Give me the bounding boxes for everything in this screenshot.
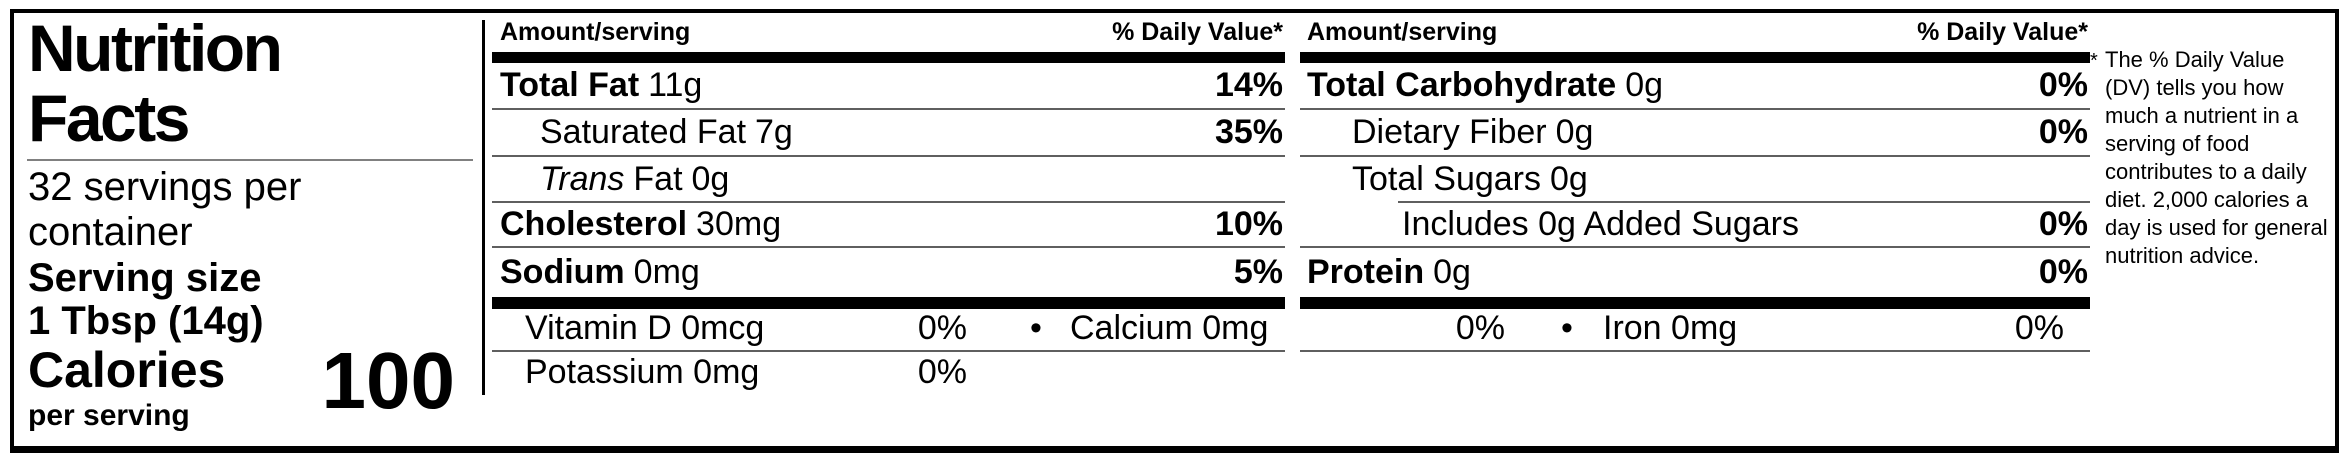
footnote-text: The % Daily Value (DV) tells you how muc…: [2105, 47, 2328, 268]
nutrient-name: Total Sugars 0g: [1352, 159, 1588, 198]
serving-size-label: Serving size: [28, 256, 262, 300]
amount-serving-heading: Amount/serving: [500, 18, 691, 46]
daily-value: 0%: [2038, 113, 2088, 151]
column-1-header: Amount/serving % Daily Value*: [492, 13, 1285, 52]
row-vitamin-d-calcium: Vitamin D 0mcg 0% • Calcium 0mg: [492, 308, 1285, 352]
row-trans-fat: Trans Fat 0g: [492, 157, 1285, 203]
calories-label: Calories: [28, 342, 226, 398]
bullet-separator: •: [1561, 308, 1573, 347]
row-total-fat: Total Fat 11g 14%: [492, 63, 1285, 110]
daily-value: 10%: [1214, 205, 1283, 243]
label-title: Nutrition Facts: [28, 11, 283, 155]
daily-value-heading: % Daily Value*: [1917, 18, 2088, 46]
row-dietary-fiber: Dietary Fiber 0g 0%: [1300, 110, 2090, 157]
micro-daily-value: 0%: [1455, 308, 1505, 347]
row-calcium-iron: 0% • Iron 0mg 0%: [1300, 308, 2090, 352]
nutrient-name: Sodium 0mg: [500, 253, 700, 291]
serving-size: Serving size 1 Tbsp (14g): [28, 257, 264, 343]
servings-line-1: 32 servings per: [28, 165, 302, 209]
micro-daily-value: 0%: [917, 352, 967, 391]
calories-sublabel: per serving: [28, 399, 190, 432]
daily-value: 0%: [2038, 205, 2088, 243]
micronutrient-bar: [492, 297, 1285, 309]
micro-name: Vitamin D 0mcg: [525, 308, 765, 347]
micronutrient-bar: [1300, 297, 2090, 309]
nutrient-name: Dietary Fiber 0g: [1352, 113, 1594, 151]
nutrient-name: Trans Fat 0g: [540, 159, 730, 198]
footnote-asterisk: *: [2090, 50, 2098, 72]
column-2-header: Amount/serving % Daily Value*: [1300, 13, 2090, 52]
row-potassium: Potassium 0mg 0%: [492, 352, 1285, 395]
nutrient-column-1: Amount/serving % Daily Value* Total Fat 1…: [492, 13, 1285, 395]
amount-serving-heading: Amount/serving: [1307, 18, 1498, 46]
row-saturated-fat: Saturated Fat 7g 35%: [492, 110, 1285, 157]
row-added-sugars: Includes 0g Added Sugars 0%: [1300, 203, 2090, 248]
micro-name: Potassium 0mg: [525, 352, 760, 391]
row-sodium: Sodium 0mg 5%: [492, 248, 1285, 297]
nutrient-name: Protein 0g: [1307, 253, 1471, 291]
daily-value-heading: % Daily Value*: [1112, 18, 1283, 46]
header-bar: [492, 52, 1285, 63]
title-line-2: Facts: [28, 81, 190, 155]
serving-size-value: 1 Tbsp (14g): [28, 299, 264, 343]
row-total-carbohydrate: Total Carbohydrate 0g 0%: [1300, 63, 2090, 110]
nutrient-name: Cholesterol 30mg: [500, 205, 782, 243]
micro-name: Calcium 0mg: [1070, 308, 1269, 347]
daily-value: 14%: [1214, 66, 1283, 104]
nutrient-name: Saturated Fat 7g: [540, 113, 793, 151]
daily-value: 5%: [1233, 253, 1283, 291]
micro-daily-value: 0%: [2014, 308, 2064, 347]
daily-value-footnote: * The % Daily Value (DV) tells you how m…: [2090, 46, 2333, 270]
micro-daily-value: 0%: [917, 308, 967, 347]
servings-per-container: 32 servings per container: [28, 165, 301, 255]
row-cholesterol: Cholesterol 30mg 10%: [492, 203, 1285, 248]
row-protein: Protein 0g 0%: [1300, 248, 2090, 297]
row-total-sugars: Total Sugars 0g: [1300, 157, 2090, 201]
title-line-1: Nutrition: [28, 11, 283, 85]
title-divider: [27, 159, 473, 161]
bullet-separator: •: [1030, 308, 1042, 347]
nutrient-name: Includes 0g Added Sugars: [1402, 205, 1799, 243]
micro-name: Iron 0mg: [1603, 308, 1738, 347]
nutrient-name: Total Fat 11g: [500, 66, 703, 104]
nutrient-column-2: Amount/serving % Daily Value* Total Carb…: [1300, 13, 2090, 352]
daily-value: 0%: [2038, 66, 2088, 104]
calories-value: 100: [321, 336, 455, 425]
vertical-divider: [482, 20, 485, 395]
servings-line-2: container: [28, 210, 193, 254]
daily-value: 35%: [1214, 113, 1283, 151]
indented-rule: [1398, 201, 2090, 203]
header-bar: [1300, 52, 2090, 63]
daily-value: 0%: [2038, 253, 2088, 291]
nutrition-facts-label: Nutrition Facts 32 servings per containe…: [10, 9, 2339, 453]
nutrient-name: Total Carbohydrate 0g: [1307, 66, 1664, 104]
